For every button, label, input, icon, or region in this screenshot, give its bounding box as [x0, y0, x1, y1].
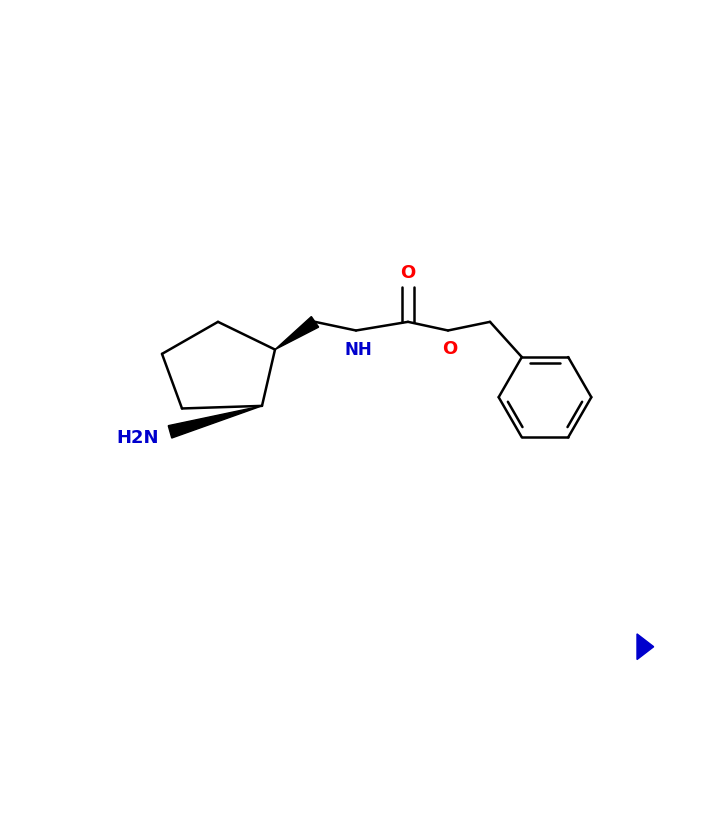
Text: H2N: H2N: [117, 429, 159, 447]
Polygon shape: [168, 406, 262, 438]
Polygon shape: [275, 317, 319, 350]
Polygon shape: [637, 634, 654, 659]
Text: NH: NH: [344, 342, 372, 360]
Text: O: O: [401, 264, 416, 282]
Text: O: O: [443, 340, 458, 358]
